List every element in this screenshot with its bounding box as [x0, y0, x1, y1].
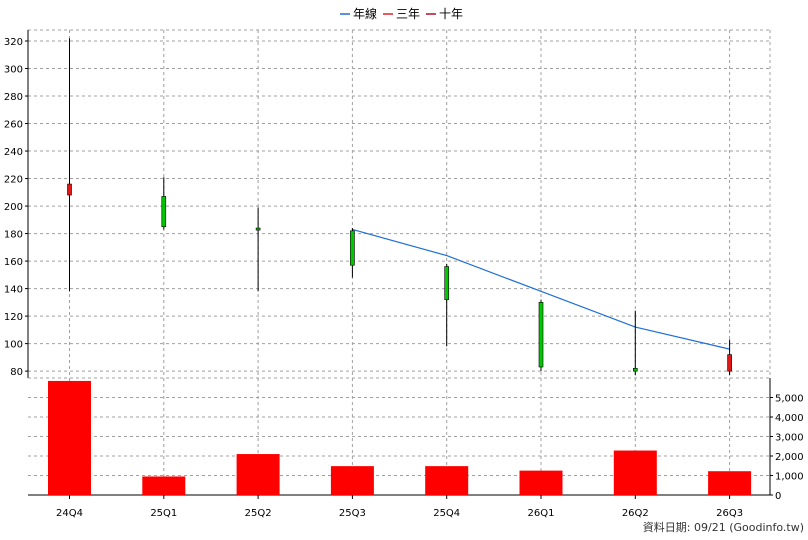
- year-line-series: [352, 228, 730, 350]
- candle-body: [444, 266, 450, 300]
- x-tick-label: 26Q3: [716, 508, 743, 519]
- price-tick-label: 280: [4, 92, 23, 103]
- price-grid: [28, 29, 771, 495]
- price-tick-label: 300: [4, 65, 23, 76]
- volume-tick-label: 2,000: [775, 452, 804, 463]
- x-tick-label: 25Q4: [433, 508, 460, 519]
- candle-body: [538, 302, 544, 368]
- x-tick-label: 25Q3: [339, 508, 366, 519]
- candle: [255, 207, 261, 292]
- candle: [632, 310, 638, 376]
- x-tick-label: 26Q1: [528, 508, 555, 519]
- legend-label-1: 三年: [396, 7, 420, 21]
- candle: [444, 263, 450, 347]
- candle-body: [350, 230, 355, 266]
- legend-label-0: 年線: [353, 6, 377, 21]
- volume-bar: [330, 466, 374, 495]
- x-axis: 24Q4 25Q1 25Q2 25Q3 25Q4 26Q1 26Q2 26Q3: [56, 495, 743, 519]
- candles: [67, 38, 732, 376]
- price-tick-label: 120: [4, 312, 23, 323]
- candle-body: [67, 183, 72, 196]
- volume-bar: [236, 454, 280, 495]
- volume-bars: [48, 380, 752, 495]
- price-tick-label: 200: [4, 202, 23, 213]
- candle: [161, 177, 167, 230]
- volume-tick-label: 5,000: [775, 394, 804, 405]
- x-tick-label: 24Q4: [56, 508, 83, 519]
- price-tick-label: 220: [4, 175, 23, 186]
- volume-bar: [48, 380, 91, 495]
- volume-bar: [708, 471, 752, 495]
- volume-tick-label: 1,000: [775, 472, 804, 483]
- price-tick-label: 140: [4, 285, 23, 296]
- candle-body: [255, 227, 261, 231]
- candle: [67, 38, 72, 292]
- price-tick-label: 160: [4, 257, 23, 268]
- legend: 年線 三年 十年: [340, 6, 463, 21]
- x-tick-label: 25Q1: [150, 508, 177, 519]
- candle: [350, 228, 355, 278]
- volume-bar: [425, 466, 469, 495]
- volume-grid: [28, 377, 770, 496]
- x-tick-label: 26Q2: [622, 508, 649, 519]
- candle: [727, 339, 732, 376]
- x-tick-label: 25Q2: [245, 508, 272, 519]
- price-axis: 80 100 120 140 160 180 200 220 240 260 280 300 320: [4, 30, 29, 378]
- volume-bar: [613, 450, 657, 495]
- price-tick-label: 80: [10, 367, 23, 378]
- price-tick-label: 240: [4, 147, 23, 158]
- footer-date-label: 資料日期: 09/21 (Goodinfo.tw): [643, 520, 804, 534]
- candle-body: [727, 354, 732, 372]
- volume-tick-label: 3,000: [775, 433, 804, 444]
- price-tick-label: 100: [4, 340, 23, 351]
- candle-body: [161, 196, 167, 227]
- volume-bar: [519, 470, 563, 495]
- price-tick-label: 320: [4, 37, 23, 48]
- volume-tick-label: 4,000: [775, 413, 804, 424]
- price-tick-label: 180: [4, 230, 23, 241]
- price-tick-label: 260: [4, 120, 23, 131]
- volume-tick-label: 0: [775, 491, 781, 502]
- legend-label-2: 十年: [439, 7, 463, 21]
- volume-bar: [142, 476, 186, 495]
- candle: [538, 299, 544, 372]
- candle-body: [632, 368, 638, 372]
- year-line: [352, 228, 730, 350]
